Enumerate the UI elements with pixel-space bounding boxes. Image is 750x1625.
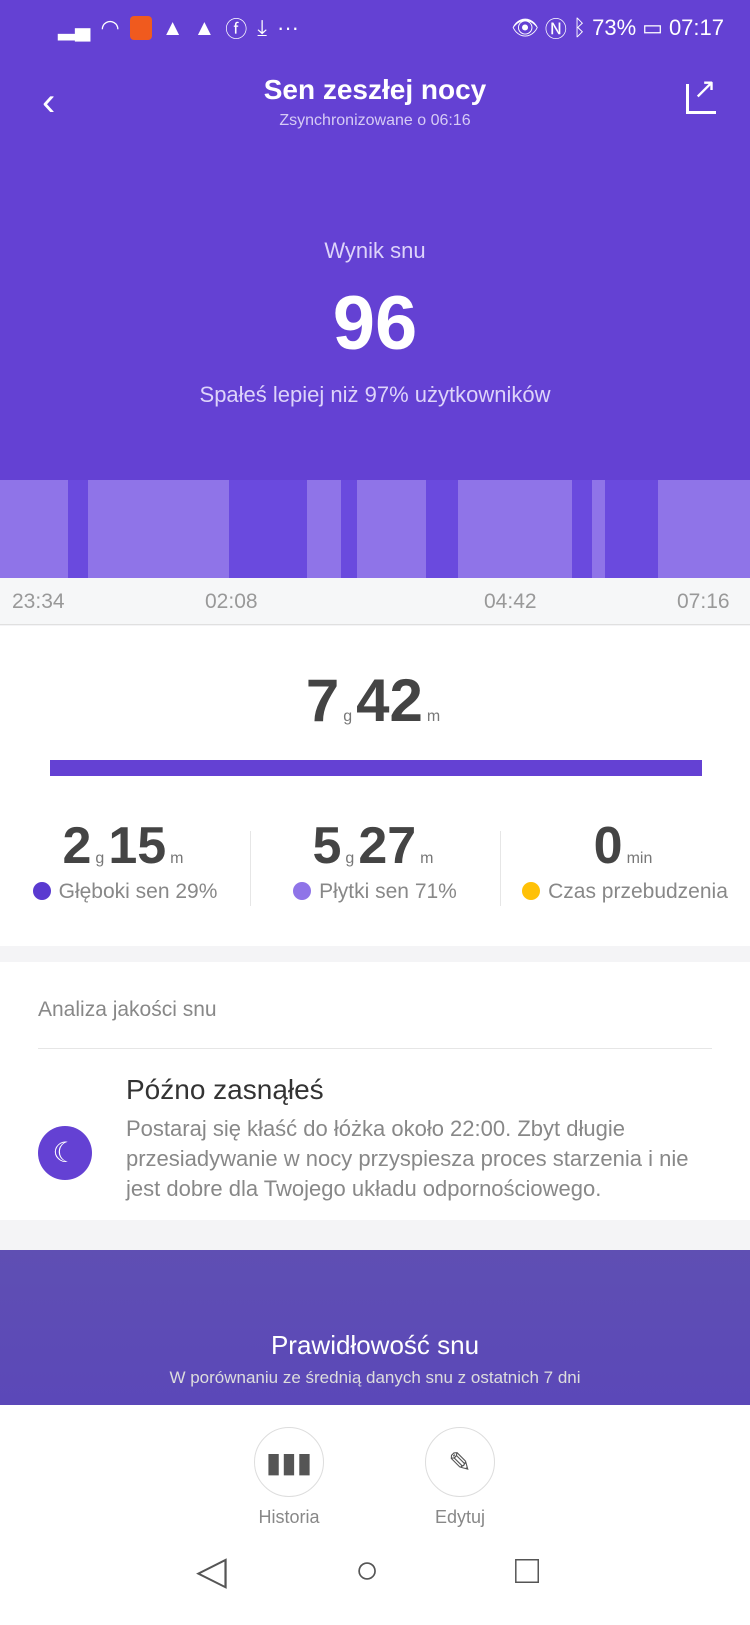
total-minutes: 42	[356, 667, 423, 734]
sleep-regularity-banner[interactable]: Prawidłowość snu W porównaniu ze średnią…	[0, 1250, 750, 1405]
minute-unit: m	[426, 708, 441, 725]
hours: 2	[62, 817, 92, 875]
tick-label: 02:08	[205, 590, 258, 613]
hour-unit: g	[345, 850, 355, 867]
deep-sleep-segment	[572, 480, 592, 578]
navigation-icon: ▲	[161, 15, 184, 40]
header-area: ▂▄ ◠ ▲ ▲ ⓕ ⤓ ··· 👁 Ⓝ ᛒ 73% ▭ 07:17 ‹ Sen…	[0, 0, 750, 480]
deep-sleep-stat: 2 g15 m Głęboki sen 29%	[0, 816, 250, 904]
more-icon: ···	[277, 15, 300, 40]
clock: 07:17	[668, 15, 724, 40]
tick-label: 23:34	[12, 590, 65, 613]
legend-dot	[522, 882, 541, 900]
sleep-stage-chart[interactable]	[0, 480, 750, 578]
page-title: Sen zeszłej nocy	[263, 74, 487, 105]
total-sleep-bar	[50, 760, 702, 776]
minute-unit: m	[420, 850, 434, 867]
navigation-icon: ▲	[193, 15, 216, 40]
awake-unit: min	[626, 850, 653, 867]
light-sleep-segment	[0, 480, 68, 578]
light-sleep-stat: 5 g27 m Płytki sen 71%	[250, 816, 500, 904]
time-axis: 23:34 02:08 04:42 07:16	[0, 578, 750, 625]
light-sleep-segment	[458, 480, 573, 578]
stat-label: Głęboki sen 29%	[58, 880, 218, 903]
battery-percent: 73%	[592, 15, 637, 40]
light-sleep-segment	[657, 480, 750, 578]
history-label: Historia	[258, 1507, 320, 1527]
edit-button[interactable]: ✎	[425, 1427, 495, 1497]
stat-label: Płytki sen 71%	[319, 880, 457, 903]
minute-unit: m	[170, 850, 184, 867]
light-sleep-segment	[87, 480, 229, 578]
legend-dot	[293, 882, 312, 900]
hour-unit: g	[343, 708, 353, 725]
regularity-subtitle: W porównaniu ze średnią danych snu z ost…	[169, 1368, 581, 1387]
score-label: Wynik snu	[324, 238, 426, 263]
deep-sleep-segment	[605, 480, 658, 578]
tick-label: 07:16	[677, 590, 730, 613]
download-icon: ⤓	[257, 15, 268, 40]
total-sleep: 7 g42 m	[0, 666, 750, 735]
bar-chart-icon: ▮▮▮	[265, 1447, 313, 1478]
score-comparison: Spałeś lepiej niż 97% użytkowników	[199, 382, 551, 407]
share-button[interactable]	[686, 72, 716, 114]
minutes: 27	[358, 817, 417, 875]
divider	[500, 831, 501, 906]
sleep-analysis-card: Analiza jakości snu ☾ Późno zasnąłeś Pos…	[0, 962, 750, 1220]
divider	[38, 1048, 712, 1049]
light-sleep-segment	[306, 480, 342, 578]
wifi-icon: ◠	[100, 15, 120, 40]
eye-icon: 👁	[510, 15, 539, 40]
system-nav-bar: ◁ ○ □	[0, 1530, 750, 1625]
deep-sleep-segment	[341, 480, 357, 578]
total-hours: 7	[305, 667, 340, 734]
deep-sleep-segment	[426, 480, 459, 578]
status-bar: ▂▄ ◠ ▲ ▲ ⓕ ⤓ ··· 👁 Ⓝ ᛒ 73% ▭ 07:17	[0, 12, 750, 42]
analysis-title: Późno zasnąłeś	[126, 1074, 324, 1105]
edit-icon: ✎	[448, 1447, 472, 1478]
deep-sleep-segment	[228, 480, 307, 578]
deep-sleep-segment	[67, 480, 88, 578]
sync-status: Zsynchronizowane o 06:16	[279, 112, 471, 129]
hour-unit: g	[95, 850, 105, 867]
history-button[interactable]: ▮▮▮	[254, 1427, 324, 1497]
section-heading: Analiza jakości snu	[38, 998, 217, 1021]
nav-recents-icon[interactable]: □	[515, 1548, 540, 1592]
hours: 5	[312, 817, 342, 875]
stat-label: Czas przebudzenia	[548, 880, 728, 903]
bluetooth-icon: ᛒ	[572, 15, 587, 40]
nav-home-icon[interactable]: ○	[355, 1548, 380, 1592]
battery-icon: ▭	[642, 15, 663, 40]
awake-stat: 0 min Czas przebudzenia	[500, 816, 750, 904]
light-sleep-segment	[591, 480, 606, 578]
minutes: 15	[108, 817, 167, 875]
edit-label: Edytuj	[434, 1507, 486, 1527]
nav-back-icon[interactable]: ◁	[196, 1549, 227, 1593]
back-button[interactable]: ‹	[42, 80, 56, 124]
regularity-title: Prawidłowość snu	[270, 1330, 480, 1360]
app-icon	[129, 16, 152, 40]
light-sleep-segment	[357, 480, 426, 578]
signal-icon: ▂▄	[58, 15, 91, 40]
facebook-icon: ⓕ	[225, 17, 248, 42]
sleep-score: 96	[332, 281, 418, 366]
divider	[250, 831, 251, 906]
tick-label: 04:42	[484, 590, 537, 613]
legend-dot	[32, 882, 51, 900]
analysis-text: Postaraj się kłaść do łóżka około 22:00.…	[126, 1116, 689, 1201]
sleep-summary-card: 7 g42 m 2 g15 m Głęboki sen 29% 5 g27 m Płytki…	[0, 626, 750, 946]
nfc-icon: Ⓝ	[544, 17, 567, 42]
awake-value: 0	[593, 817, 623, 875]
moon-icon: ☾	[38, 1126, 92, 1180]
